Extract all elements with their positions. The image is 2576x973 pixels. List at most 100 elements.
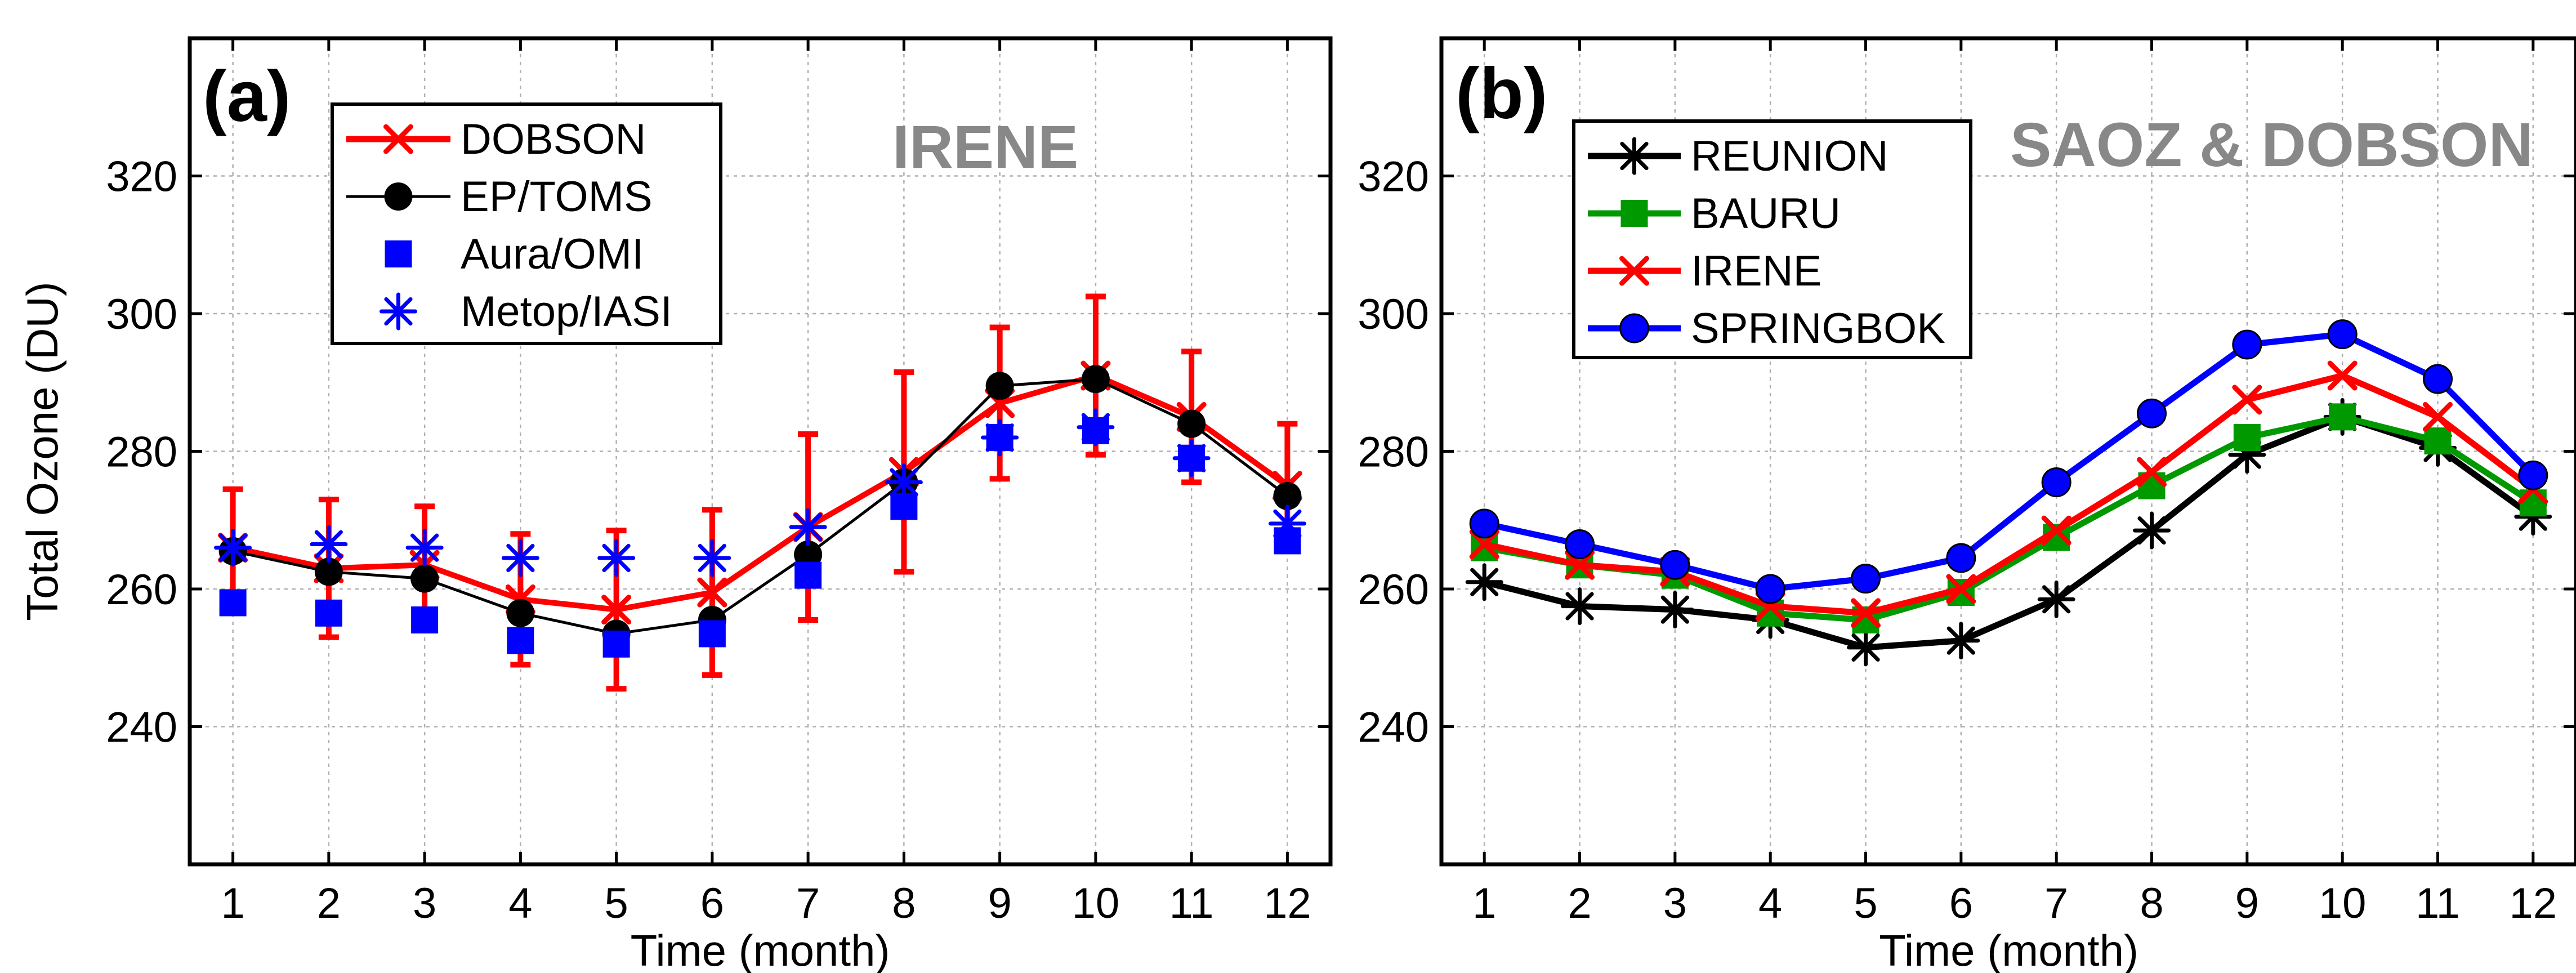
- legend: REUNION BAURU IRENE SPRINGBOK: [1572, 119, 1972, 359]
- x-tick-label: 10: [1072, 880, 1120, 927]
- legend-label: DOBSON: [461, 115, 646, 163]
- y-tick-label: 260: [1358, 566, 1429, 614]
- x-tick-label: 4: [1758, 880, 1782, 927]
- data-point: [602, 630, 630, 658]
- legend-marker: [384, 182, 413, 211]
- data-point: [1565, 529, 1595, 560]
- y-tick-label: 300: [1358, 291, 1429, 338]
- legend-marker: [380, 292, 417, 331]
- data-point: [601, 595, 632, 625]
- x-tick-label: 1: [221, 880, 244, 927]
- series-metop-iasi: [214, 408, 1306, 577]
- data-point: [219, 589, 247, 617]
- data-point: [2519, 489, 2547, 517]
- data-point: [2233, 424, 2261, 452]
- data-point: [2136, 457, 2167, 487]
- legend: DOBSON EP/TOMS Aura/OMI Metop/IASI: [331, 102, 722, 345]
- data-point: [2041, 515, 2071, 546]
- x-tick-label: 5: [1854, 880, 1877, 927]
- x-tick-label: 2: [1568, 880, 1591, 927]
- data-point: [2327, 360, 2358, 391]
- series-line-dobson: [232, 373, 1289, 613]
- data-point: [597, 539, 636, 577]
- data-point: [1469, 508, 1499, 539]
- data-point: [214, 529, 252, 567]
- legend-label: BAURU: [1691, 190, 1841, 238]
- x-tick-label: 11: [2416, 880, 2460, 927]
- x-tick-label: 4: [508, 880, 532, 927]
- y-tick-label: 280: [1358, 429, 1429, 476]
- legend-item-ep-toms: EP/TOMS: [346, 173, 653, 221]
- data-point: [310, 525, 348, 564]
- data-point: [315, 599, 342, 627]
- legend-item-aura-omi: Aura/OMI: [385, 230, 644, 278]
- legend-item-metop-iasi: Metop/IASI: [380, 288, 672, 336]
- x-tick-label: 1: [1472, 880, 1496, 927]
- data-point: [1656, 591, 1694, 629]
- data-point: [794, 540, 823, 569]
- x-tick-label: 7: [796, 880, 820, 927]
- data-point: [789, 508, 827, 546]
- legend-label: IRENE: [1691, 247, 1821, 295]
- data-point: [2136, 398, 2167, 429]
- y-tick-label: 260: [106, 566, 177, 614]
- x-tick-label: 2: [317, 880, 341, 927]
- plot-frame: [187, 36, 1333, 867]
- y-tick-label: 320: [1358, 153, 1429, 201]
- data-point: [1177, 409, 1206, 438]
- plot-frame: [1439, 36, 2576, 867]
- x-tick-label: 5: [604, 880, 628, 927]
- legend-marker: [385, 240, 412, 267]
- data-point: [1851, 598, 1881, 628]
- y-tick-label: 280: [106, 429, 177, 476]
- x-tick-label: 7: [2044, 880, 2068, 927]
- x-tick-label: 11: [1169, 880, 1214, 927]
- data-point: [693, 539, 731, 577]
- x-axis-label: Time (month): [1879, 926, 2139, 973]
- x-axis-label: Time (month): [631, 926, 890, 973]
- data-point: [2037, 580, 2075, 618]
- data-point: [981, 418, 1019, 457]
- panel-label: (a): [203, 56, 291, 137]
- legend-item-reunion: REUNION: [1588, 132, 1888, 180]
- legend-marker: [1615, 137, 1653, 175]
- data-point: [697, 577, 727, 608]
- data-point: [2514, 498, 2552, 536]
- x-tick-label: 6: [700, 880, 724, 927]
- data-point: [1847, 628, 1885, 667]
- data-point: [501, 539, 539, 577]
- data-point: [314, 557, 343, 586]
- data-point: [2422, 401, 2453, 432]
- data-point: [698, 620, 726, 648]
- chart-title: IRENE: [892, 113, 1078, 181]
- x-tick-label: 12: [1264, 880, 1311, 927]
- data-point: [985, 372, 1014, 400]
- legend-item-springbok: SPRINGBOK: [1588, 305, 1945, 352]
- legend-marker: [1619, 313, 1649, 343]
- data-point: [2424, 427, 2452, 455]
- data-point: [1942, 622, 1980, 660]
- legend-marker: [1619, 256, 1649, 286]
- legend-item-bauru: BAURU: [1588, 190, 1841, 238]
- x-tick-label: 9: [2235, 880, 2259, 927]
- y-tick-label: 300: [106, 291, 177, 338]
- data-point: [1946, 574, 1976, 604]
- data-point: [411, 606, 439, 634]
- series-springbok: [1469, 319, 2548, 604]
- data-point: [2232, 329, 2262, 360]
- y-tick-label: 240: [1358, 704, 1429, 752]
- y-axis-label: Total Ozone (DU): [17, 282, 67, 621]
- data-point: [1851, 564, 1881, 594]
- x-tick-label: 6: [1949, 880, 1973, 927]
- data-point: [1561, 587, 1599, 626]
- data-point: [1268, 505, 1306, 543]
- y-tick-label: 320: [106, 153, 177, 201]
- legend-label: Aura/OMI: [461, 230, 644, 278]
- data-point: [1755, 574, 1785, 604]
- data-point: [405, 529, 444, 567]
- data-point: [1660, 550, 1690, 580]
